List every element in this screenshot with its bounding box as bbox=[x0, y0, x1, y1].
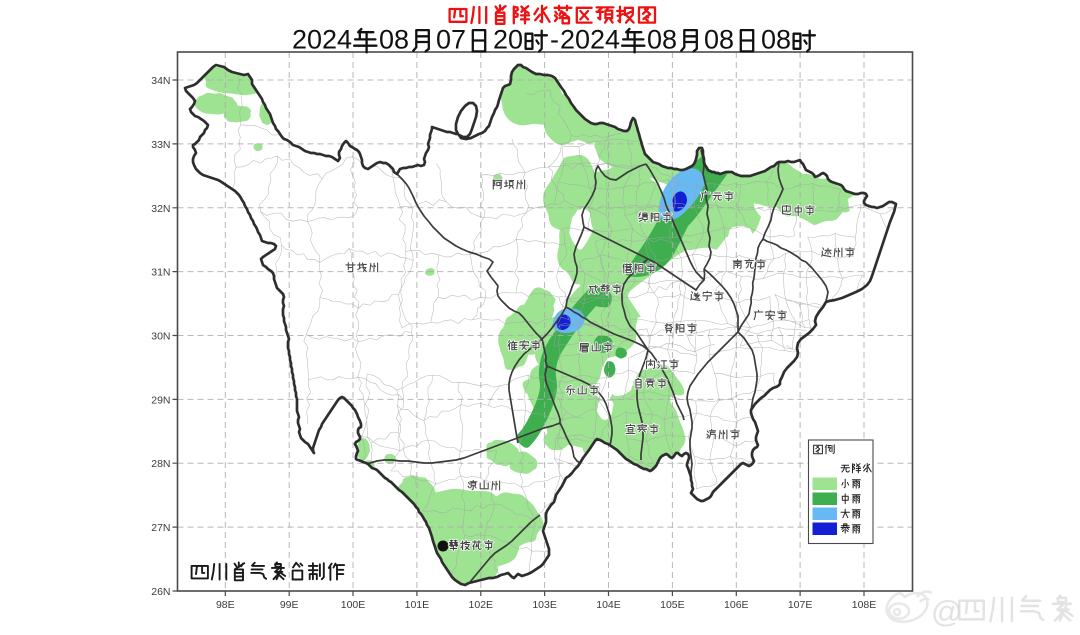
svg-text:7: 7 bbox=[451, 25, 466, 55]
svg-text:104E: 104E bbox=[596, 599, 621, 611]
svg-text:0: 0 bbox=[436, 25, 451, 55]
svg-text:0: 0 bbox=[575, 25, 590, 55]
svg-text:32N: 32N bbox=[151, 203, 170, 215]
svg-text:2: 2 bbox=[292, 25, 307, 55]
svg-text:100E: 100E bbox=[341, 599, 366, 611]
svg-text:4: 4 bbox=[337, 25, 352, 55]
svg-text:29N: 29N bbox=[151, 394, 170, 406]
svg-text:0: 0 bbox=[508, 25, 523, 55]
svg-text:33N: 33N bbox=[151, 139, 170, 151]
svg-text:0: 0 bbox=[704, 25, 719, 55]
svg-text:8: 8 bbox=[394, 25, 409, 55]
svg-text:30N: 30N bbox=[151, 331, 170, 343]
svg-text:0: 0 bbox=[379, 25, 394, 55]
svg-text:@: @ bbox=[931, 594, 962, 629]
svg-text:26N: 26N bbox=[151, 586, 170, 598]
svg-text:34N: 34N bbox=[151, 75, 170, 87]
svg-text:2: 2 bbox=[560, 25, 575, 55]
svg-text:27N: 27N bbox=[151, 522, 170, 534]
svg-text:108E: 108E bbox=[852, 599, 877, 611]
svg-text:102E: 102E bbox=[469, 599, 494, 611]
svg-text:4: 4 bbox=[605, 25, 620, 55]
svg-text:28N: 28N bbox=[151, 458, 170, 470]
svg-text:106E: 106E bbox=[724, 599, 749, 611]
svg-text:0: 0 bbox=[761, 25, 776, 55]
svg-text:2: 2 bbox=[590, 25, 605, 55]
svg-text:2: 2 bbox=[322, 25, 337, 55]
svg-text:2: 2 bbox=[493, 25, 508, 55]
svg-text:8: 8 bbox=[662, 25, 677, 55]
svg-text:103E: 103E bbox=[532, 599, 557, 611]
svg-text:101E: 101E bbox=[405, 599, 430, 611]
svg-text:107E: 107E bbox=[788, 599, 813, 611]
svg-text:31N: 31N bbox=[151, 267, 170, 279]
svg-text:105E: 105E bbox=[660, 599, 685, 611]
svg-text:0: 0 bbox=[647, 25, 662, 55]
svg-text:-: - bbox=[550, 25, 559, 55]
svg-text:98E: 98E bbox=[216, 599, 235, 611]
svg-text:99E: 99E bbox=[280, 599, 299, 611]
svg-text:8: 8 bbox=[776, 25, 791, 55]
svg-text:8: 8 bbox=[719, 25, 734, 55]
svg-text:0: 0 bbox=[307, 25, 322, 55]
